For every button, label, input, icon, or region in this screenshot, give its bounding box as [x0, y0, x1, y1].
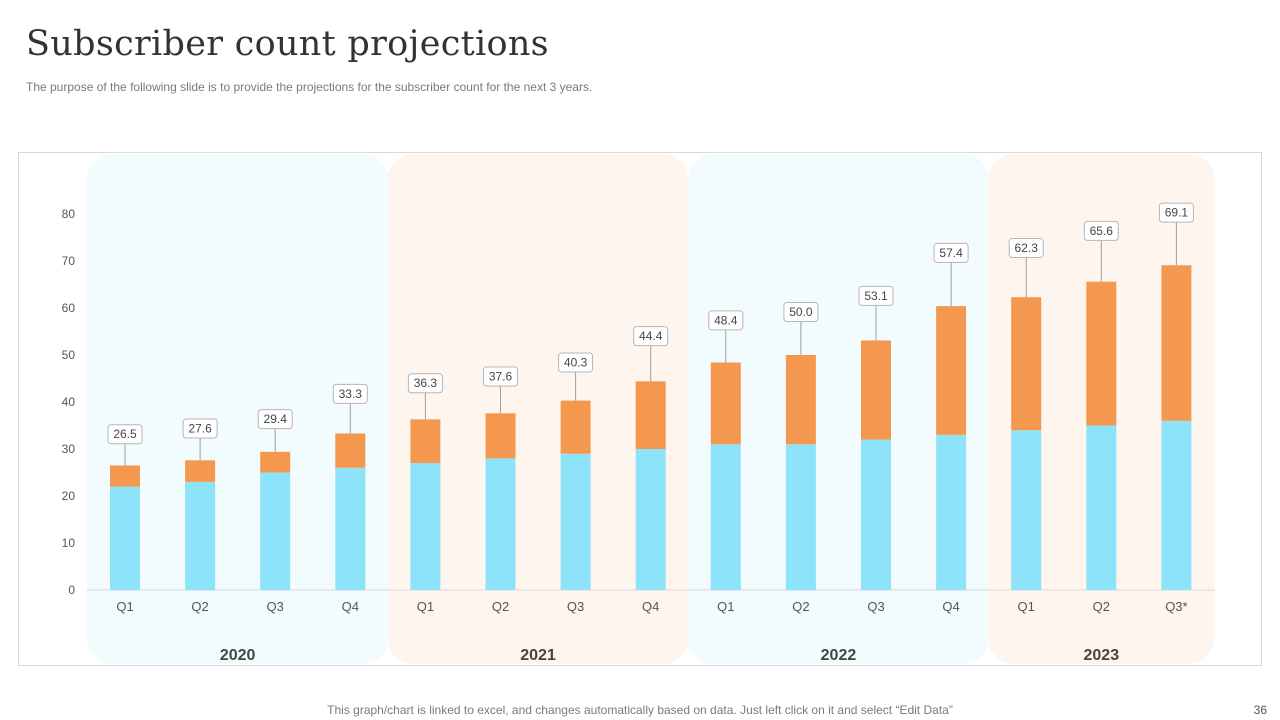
data-label-box [708, 310, 744, 331]
data-label-box [407, 373, 443, 394]
data-label-box [558, 352, 594, 373]
bar-segment-added [635, 381, 666, 449]
data-label: 33.3 [339, 387, 363, 401]
bar-segment-added [560, 400, 591, 454]
data-label: 44.4 [639, 329, 663, 343]
data-label: 40.3 [564, 355, 588, 369]
year-group-label: 2023 [1084, 647, 1120, 664]
y-tick-label: 60 [62, 301, 76, 315]
data-label-box [1158, 202, 1194, 223]
bar-segment-base [485, 458, 516, 590]
subscriber-stacked-bar-chart[interactable]: 0 10 20 30 40 50 60 70 80 26.5 Q1 27.6 Q2 29.4 Q3 33.3 Q… [19, 153, 1261, 665]
x-tick-label: Q1 [1018, 599, 1035, 614]
year-band-2022 [687, 154, 990, 664]
year-group-label: 2022 [821, 647, 857, 664]
data-label-box [332, 383, 368, 404]
x-tick-label: Q1 [417, 599, 434, 614]
bar-segment-base [260, 472, 291, 590]
x-tick-label: Q4 [342, 599, 359, 614]
data-label: 53.1 [864, 289, 888, 303]
bar-segment-added [785, 355, 816, 445]
bar-segment-added [485, 413, 516, 459]
slide-subtitle: The purpose of the following slide is to… [26, 80, 593, 94]
bar-segment-base [1086, 425, 1117, 590]
bar-segment-base [785, 444, 816, 590]
bar-segment-base [335, 467, 366, 590]
bar-segment-base [1011, 430, 1042, 590]
data-label-box [633, 326, 669, 347]
year-group-label: 2020 [220, 647, 256, 664]
x-tick-label: Q3 [267, 599, 284, 614]
x-tick-label: Q3 [567, 599, 584, 614]
y-tick-label: 70 [62, 254, 76, 268]
bar-segment-base [410, 463, 441, 590]
x-tick-label: Q3* [1165, 599, 1187, 614]
x-tick-label: Q1 [116, 599, 133, 614]
data-label: 37.6 [489, 369, 513, 383]
data-label: 26.5 [113, 427, 137, 441]
data-label: 65.6 [1090, 224, 1114, 238]
x-tick-label: Q4 [642, 599, 659, 614]
data-label-box [783, 302, 819, 322]
bar-segment-base [110, 486, 140, 590]
bar-segment-added [260, 451, 291, 473]
data-label: 27.6 [188, 421, 212, 435]
chart-container[interactable]: 0 10 20 30 40 50 60 70 80 26.5 Q1 27.6 Q2 29.4 Q3 33.3 Q… [18, 152, 1262, 666]
footer-note: This graph/chart is linked to excel, and… [327, 703, 953, 717]
page-number: 36 [1253, 703, 1267, 717]
x-tick-label: Q1 [717, 599, 734, 614]
bar-segment-added [335, 433, 366, 468]
y-tick-label: 10 [62, 536, 76, 550]
data-label-box [257, 409, 293, 430]
data-label-box [483, 366, 518, 387]
bar-segment-base [560, 453, 591, 590]
data-label-box [182, 418, 218, 439]
data-label: 57.4 [939, 246, 963, 260]
bar-segment-added [110, 465, 140, 487]
data-label: 50.0 [789, 305, 813, 319]
bar-segment-added [410, 419, 441, 464]
x-tick-label: Q2 [1093, 599, 1110, 614]
data-label: 29.4 [264, 412, 288, 426]
bar-segment-base [635, 449, 666, 590]
y-tick-label: 50 [62, 348, 76, 362]
x-tick-label: Q2 [191, 599, 208, 614]
year-group-label: 2021 [520, 647, 556, 664]
slide-title: Subscriber count projections [26, 24, 549, 64]
bar-segment-added [710, 362, 741, 445]
data-label: 62.3 [1015, 241, 1039, 255]
bar-segment-added [185, 460, 216, 482]
bar-segment-base [1161, 420, 1192, 590]
bar-segment-added [936, 306, 967, 435]
data-label: 36.3 [414, 376, 438, 390]
bar-segment-added [1161, 265, 1192, 421]
data-label: 69.1 [1165, 206, 1189, 220]
bar-segment-added [861, 340, 891, 440]
data-label-box [1008, 238, 1044, 259]
y-tick-label: 40 [62, 395, 76, 409]
data-label-box [933, 242, 969, 263]
x-tick-label: Q2 [492, 599, 509, 614]
x-tick-label: Q4 [942, 599, 959, 614]
bar-segment-added [1011, 297, 1042, 431]
y-tick-label: 30 [62, 442, 76, 456]
year-band-2021 [387, 154, 689, 664]
data-label-box [858, 285, 894, 306]
data-label-box [1083, 220, 1119, 241]
data-label: 48.4 [714, 313, 738, 327]
bar-segment-added [1086, 281, 1117, 426]
bar-segment-base [185, 481, 216, 590]
y-tick-label: 80 [62, 207, 76, 221]
bar-segment-base [861, 439, 891, 590]
bar-segment-base [710, 444, 741, 590]
y-tick-label: 20 [62, 489, 76, 503]
bar-segment-base [936, 434, 967, 590]
x-tick-label: Q3 [867, 599, 884, 614]
x-tick-label: Q2 [792, 599, 809, 614]
year-band-2020 [87, 154, 389, 664]
y-tick-label: 0 [68, 583, 75, 597]
data-label-box [107, 424, 143, 445]
